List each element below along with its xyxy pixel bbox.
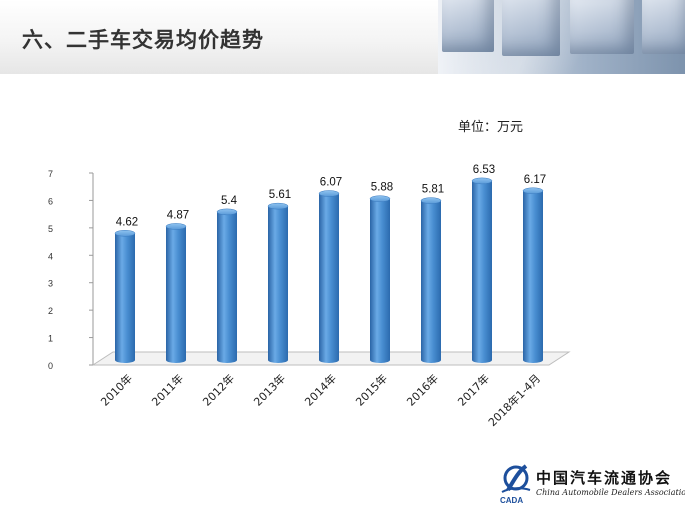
y-tick-label: 6	[48, 196, 53, 206]
value-label: 5.4	[221, 195, 238, 207]
bar	[370, 198, 390, 363]
y-tick-label: 3	[48, 279, 53, 289]
y-tick-label: 1	[48, 334, 53, 344]
bar	[217, 211, 237, 363]
y-tick-label: 7	[48, 169, 53, 179]
bar	[268, 206, 288, 363]
logo-name-cn: 中国汽车流通协会	[536, 469, 673, 487]
decorative-cube	[502, 0, 560, 56]
y-tick-label: 2	[48, 306, 53, 316]
bar	[166, 226, 186, 363]
x-tick-label: 2012年	[200, 371, 237, 408]
cada-logo: CADA 中国汽车流通协会 China Automobile Dealers A…	[496, 458, 685, 508]
value-label: 5.88	[371, 182, 393, 194]
x-tick-label: 2015年	[353, 371, 390, 408]
x-tick-labels: 2010年 2011年 2012年 2013年 2014年 2015年 2016年 2017年…	[98, 371, 543, 429]
y-tick-label: 4	[48, 251, 53, 261]
logo-mark-text: CADA	[500, 496, 523, 505]
slide-header: 六、二手车交易均价趋势	[0, 0, 685, 74]
unit-label: 单位：万元	[458, 120, 524, 135]
page-title: 六、二手车交易均价趋势	[22, 28, 264, 52]
value-label: 5.81	[422, 184, 444, 196]
x-tick-label: 2016年	[404, 371, 441, 408]
bars	[114, 177, 544, 363]
bar-cap	[420, 197, 442, 204]
x-tick-label: 2013年	[251, 371, 288, 408]
decorative-cube	[642, 0, 685, 54]
bar-cap	[318, 190, 340, 197]
cada-logo-icon: CADA	[500, 464, 531, 505]
decorative-cube	[442, 0, 494, 52]
logo-name-en: China Automobile Dealers Association	[536, 488, 685, 497]
bar-cap	[369, 195, 391, 202]
x-tick-label: 2011年	[149, 371, 186, 408]
bar	[421, 200, 441, 363]
value-label: 6.17	[524, 174, 546, 186]
value-label: 4.62	[116, 216, 138, 228]
header-cube-photo	[438, 0, 685, 74]
bar	[472, 180, 492, 363]
x-tick-label: 2010年	[98, 371, 135, 408]
bar-cap	[165, 223, 187, 230]
x-tick-label: 2017年	[455, 371, 492, 408]
value-label: 4.87	[167, 209, 189, 221]
x-tick-label: 2018年1-4月	[485, 371, 543, 429]
value-label: 5.61	[269, 189, 291, 201]
y-tick-label: 5	[48, 224, 53, 234]
bar-cap	[114, 230, 136, 237]
bar-cap	[267, 202, 289, 210]
value-label: 6.53	[473, 164, 495, 176]
x-tick-label: 2014年	[302, 371, 339, 408]
bar-cap	[216, 208, 238, 216]
value-label: 6.07	[320, 177, 342, 189]
bar	[523, 190, 543, 363]
decorative-cube	[570, 0, 634, 54]
bar	[319, 193, 339, 363]
bar-cap	[522, 187, 544, 195]
y-tick-label: 0	[48, 361, 53, 371]
bar-cap	[471, 177, 493, 185]
bar	[115, 233, 135, 363]
value-labels: 4.62 4.87 5.4 5.61 6.07 5.88 5.81 6.53 6.17	[116, 164, 546, 228]
y-ticks: 0 1 2 3 4 5 6 7	[48, 169, 93, 371]
